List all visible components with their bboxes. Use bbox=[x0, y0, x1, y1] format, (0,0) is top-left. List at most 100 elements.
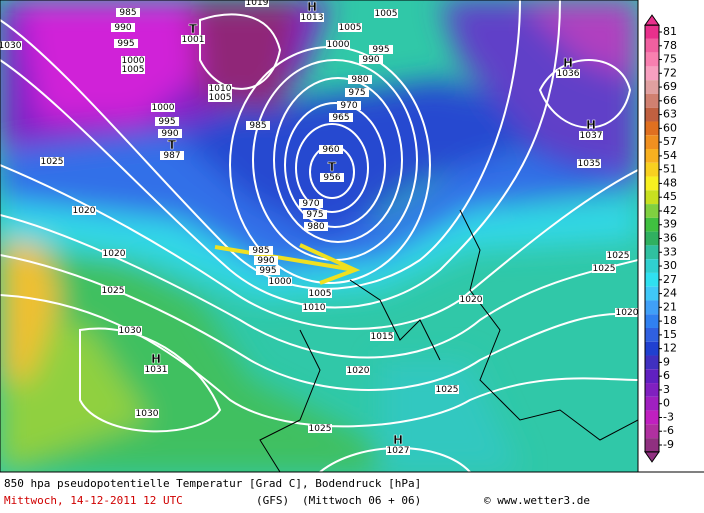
label-box bbox=[338, 23, 362, 32]
colorbar-swatch bbox=[645, 396, 659, 411]
isobar-label: 1000 bbox=[122, 56, 145, 66]
label-box bbox=[121, 56, 145, 65]
pressure-center-symbol: H bbox=[586, 118, 596, 132]
label-box bbox=[348, 75, 372, 84]
footer-date: Mittwoch, 14-12-2011 12 UTC bbox=[4, 494, 183, 507]
colorbar-swatch bbox=[645, 314, 659, 328]
colorbar-label: 60 bbox=[663, 121, 677, 134]
pressure-center-symbol: T bbox=[328, 160, 337, 174]
isobar-label: 1035 bbox=[578, 159, 601, 169]
label-box bbox=[320, 173, 344, 182]
label-box bbox=[369, 45, 393, 54]
isobar-label: 990 bbox=[114, 23, 131, 33]
colorbar-label: 48 bbox=[663, 176, 677, 189]
isobar-label: 1037 bbox=[580, 131, 603, 141]
footer-title: 850 hpa pseudopotentielle Temperatur [Gr… bbox=[4, 477, 421, 490]
isobar-label: 1025 bbox=[593, 264, 616, 274]
colorbar-swatch bbox=[645, 259, 659, 273]
isobar-label: 990 bbox=[362, 55, 379, 65]
isobar-label: 980 bbox=[351, 75, 368, 85]
colorbar-swatch bbox=[645, 272, 659, 287]
isobar-label: 1027 bbox=[387, 446, 410, 456]
isobar-label: 965 bbox=[332, 113, 349, 123]
label-box bbox=[151, 103, 175, 112]
isobar-label: 990 bbox=[257, 256, 274, 266]
isobar-label: 1025 bbox=[607, 251, 630, 261]
label-box bbox=[337, 101, 361, 110]
isobar-label: 1020 bbox=[460, 295, 483, 305]
pressure-center-symbol: H bbox=[307, 0, 317, 14]
colorbar-label: -3 bbox=[663, 410, 674, 423]
colorbar-swatch bbox=[645, 176, 659, 191]
label-box bbox=[299, 199, 323, 208]
label-box bbox=[300, 13, 324, 22]
label-box bbox=[577, 159, 601, 168]
colorbar-swatch bbox=[645, 66, 659, 81]
colorbar-swatch bbox=[645, 52, 659, 67]
colorbar-label: 39 bbox=[663, 218, 677, 231]
colorbar-swatch bbox=[645, 327, 659, 342]
colorbar-label: 24 bbox=[663, 287, 677, 300]
label-box bbox=[160, 151, 184, 160]
isobar-label: 1031 bbox=[145, 365, 168, 375]
isobar-label: 985 bbox=[252, 246, 269, 256]
label-box bbox=[579, 131, 603, 140]
colorbar-label: 21 bbox=[663, 300, 677, 313]
isobar-label: 1015 bbox=[371, 332, 394, 342]
pressure-center-symbol: H bbox=[563, 56, 573, 70]
isobar-label: 985 bbox=[119, 8, 136, 18]
isobar-label: 995 bbox=[259, 266, 276, 276]
colorbar-label: 12 bbox=[663, 342, 677, 355]
colorbar-label: 42 bbox=[663, 204, 677, 217]
colorbar-label: 0 bbox=[663, 397, 670, 410]
colorbar-frame bbox=[644, 24, 660, 453]
isobar-label: 1005 bbox=[309, 289, 332, 299]
isobar-label: 956 bbox=[323, 173, 340, 183]
label-box bbox=[606, 251, 630, 260]
label-box bbox=[592, 264, 616, 273]
colorbar-swatch bbox=[645, 107, 659, 122]
colorbar-label: 54 bbox=[663, 149, 677, 162]
label-box bbox=[435, 385, 459, 394]
isobar-label: 1030 bbox=[136, 409, 159, 419]
isobar-label: 975 bbox=[306, 210, 323, 220]
label-box bbox=[101, 286, 125, 295]
label-box bbox=[329, 113, 353, 122]
label-box bbox=[144, 365, 168, 374]
label-box bbox=[116, 8, 140, 17]
label-box bbox=[459, 295, 483, 304]
isobar-label: 1025 bbox=[309, 424, 332, 434]
colorbar-swatch bbox=[645, 369, 659, 384]
pressure-center-symbol: T bbox=[189, 22, 198, 36]
isobar-label: 1025 bbox=[41, 157, 64, 167]
label-box bbox=[208, 93, 232, 102]
label-box bbox=[0, 41, 22, 50]
colorbar-label: 72 bbox=[663, 66, 677, 79]
label-box bbox=[72, 206, 96, 215]
isobar-label: 1030 bbox=[0, 41, 22, 51]
colorbar-label: 3 bbox=[663, 383, 670, 396]
isobar-label: 960 bbox=[322, 145, 339, 155]
label-box bbox=[304, 222, 328, 231]
colorbar-swatch bbox=[645, 149, 659, 163]
label-box bbox=[302, 303, 326, 312]
label-box bbox=[326, 40, 350, 49]
label-box bbox=[303, 210, 327, 219]
label-box bbox=[208, 84, 232, 93]
label-box bbox=[615, 308, 638, 317]
isobar-label: 970 bbox=[302, 199, 319, 209]
colorbar-label: 75 bbox=[663, 53, 677, 66]
isobar-label: 1005 bbox=[209, 93, 232, 103]
colorbar-swatch bbox=[645, 245, 659, 260]
isobar-label: 1010 bbox=[303, 303, 326, 313]
isobar-label: 1030 bbox=[119, 326, 142, 336]
colorbar-swatch bbox=[645, 204, 659, 218]
isobar-label: 995 bbox=[372, 45, 389, 55]
isobar-label: 1019 bbox=[246, 0, 269, 8]
colorbar-swatch bbox=[645, 341, 659, 356]
colorbar-bottom-arrow bbox=[644, 451, 660, 463]
label-box bbox=[40, 157, 64, 166]
